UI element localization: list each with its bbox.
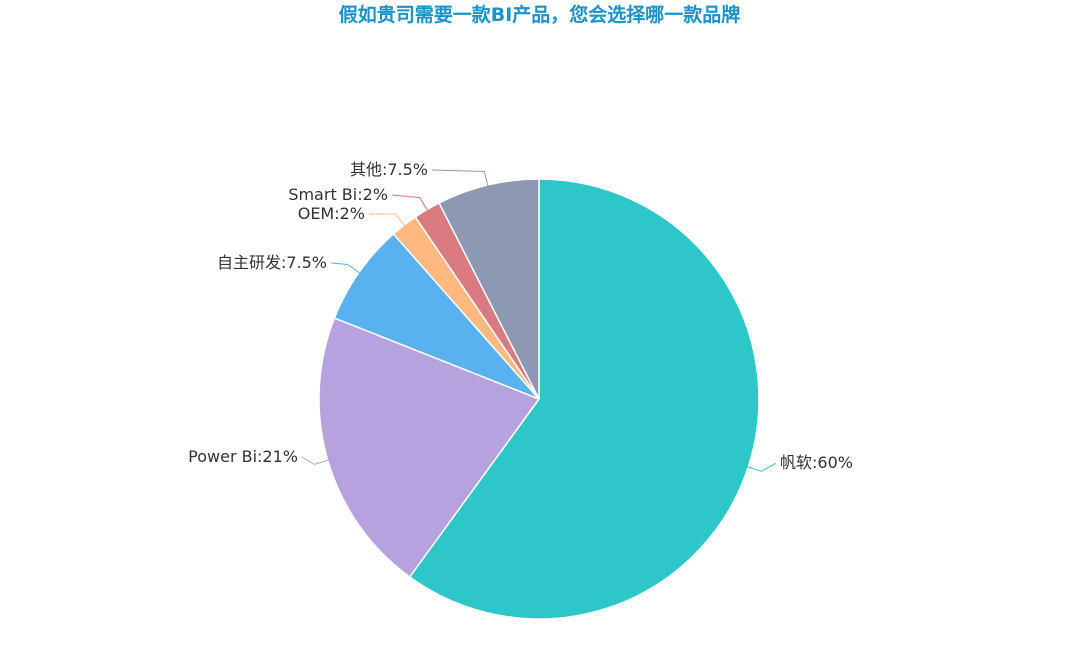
slice-label-0: 帆软:60% xyxy=(780,453,853,472)
pie-slices xyxy=(318,178,760,620)
leader-line-2 xyxy=(330,262,363,276)
leader-line-3 xyxy=(368,213,408,229)
slice-label-4: Smart Bi:2% xyxy=(288,185,388,204)
slice-label-2: 自主研发:7.5% xyxy=(217,253,327,272)
leader-line-0 xyxy=(744,462,777,472)
leader-line-5 xyxy=(431,169,490,190)
slice-labels: 帆软:60% Power Bi:21% 自主研发:7.5% OEM:2%Smart B… xyxy=(188,160,853,472)
chart-title: 假如贵司需要一款BI产品，您会选择哪一款品牌 xyxy=(338,4,741,26)
slice-label-1: Power Bi:21% xyxy=(188,447,298,466)
label-leaders xyxy=(301,169,777,472)
slice-label-5: 其他:7.5% xyxy=(350,160,428,179)
leader-line-1 xyxy=(301,456,332,465)
leader-line-4 xyxy=(391,194,430,214)
slice-label-3: OEM:2% xyxy=(298,204,365,223)
